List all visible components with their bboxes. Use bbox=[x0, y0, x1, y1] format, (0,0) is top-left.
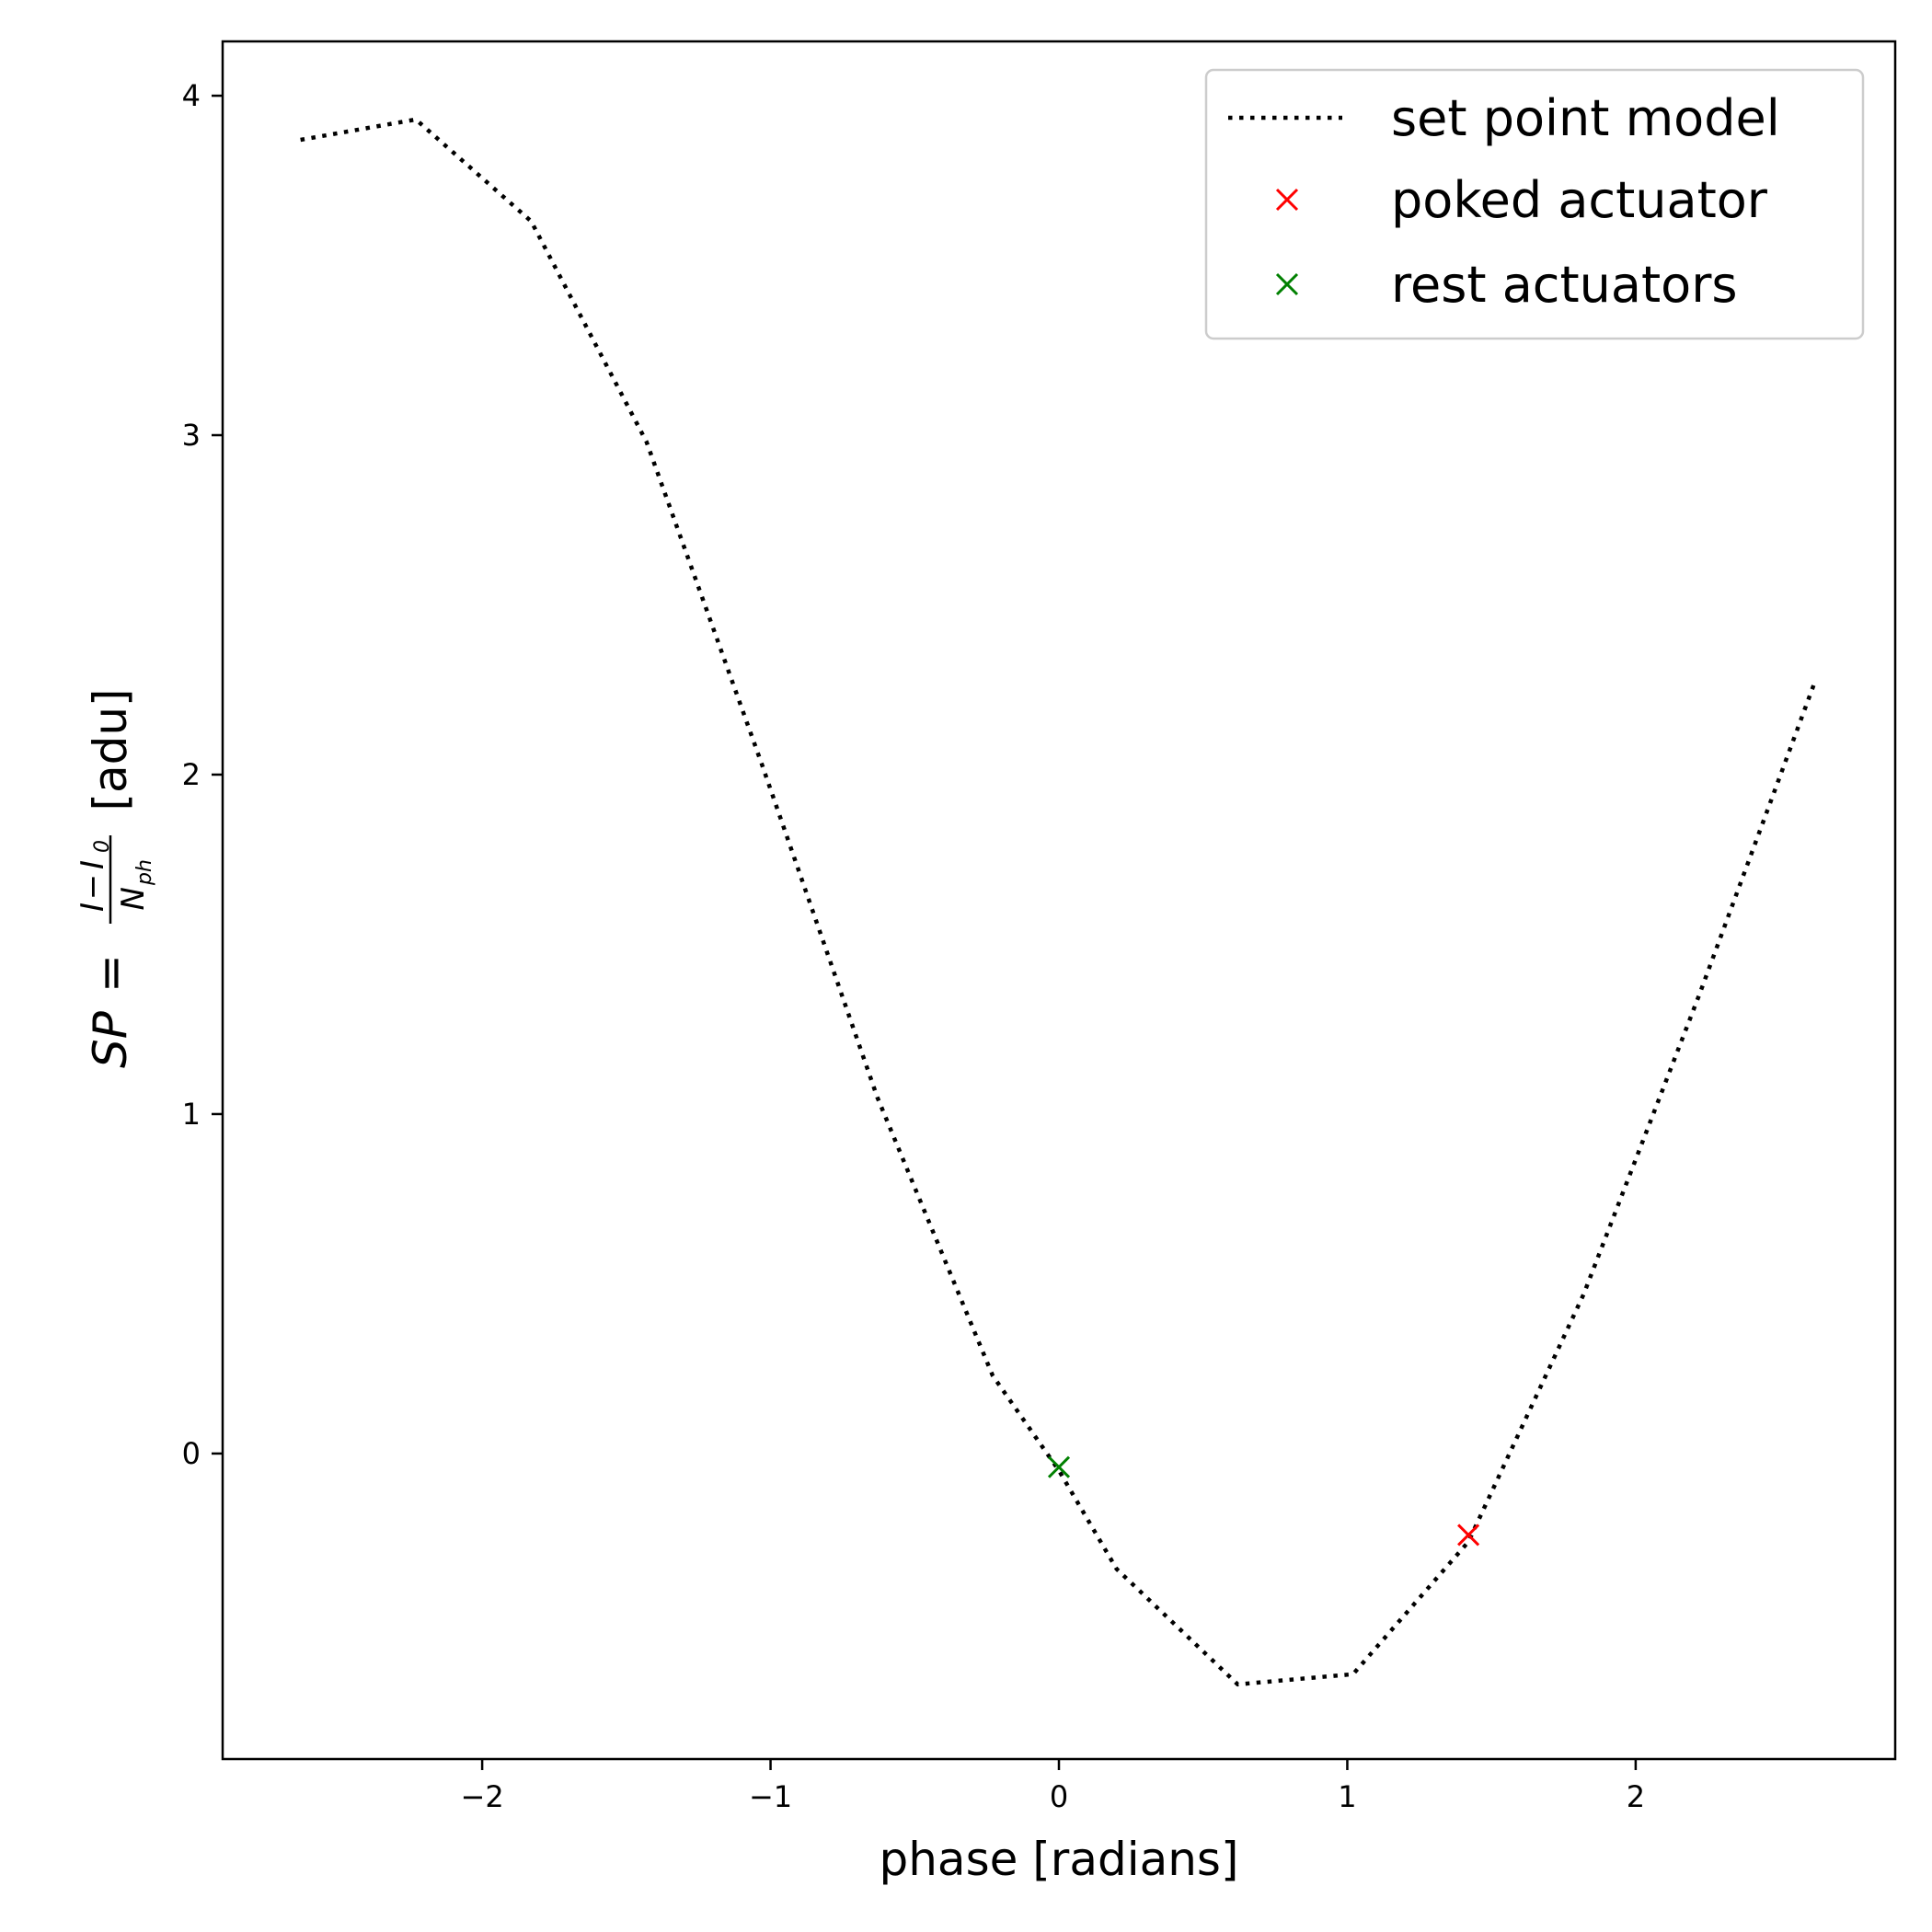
x-tick-label: −1 bbox=[749, 1779, 792, 1814]
legend-swatch-rest-actuators bbox=[1275, 272, 1299, 296]
svg-text:=: = bbox=[84, 954, 137, 993]
series-line-set-point-model bbox=[300, 117, 1817, 1687]
y-tick-label: 0 bbox=[182, 1436, 201, 1471]
x-tick-label: −2 bbox=[461, 1779, 504, 1814]
legend-label-rest-actuators: rest actuators bbox=[1391, 256, 1738, 314]
legend-label-set-point-model: set point model bbox=[1391, 89, 1780, 147]
svg-text:N: N bbox=[115, 887, 152, 910]
svg-text:[adu]: [adu] bbox=[84, 688, 137, 811]
x-axis-label: phase [radians] bbox=[880, 1833, 1239, 1886]
y-tick-label: 2 bbox=[182, 757, 201, 792]
x-tick-label: 0 bbox=[1050, 1779, 1068, 1814]
y-axis-label: SP = I − I 0 N ph [adu] bbox=[75, 688, 156, 1067]
y-tick-label: 4 bbox=[182, 78, 201, 113]
y-tick-label: 3 bbox=[182, 418, 201, 453]
y-axis-ticks: 0 1 2 3 4 bbox=[182, 78, 223, 1471]
svg-text:−: − bbox=[75, 874, 111, 901]
svg-text:0: 0 bbox=[91, 840, 114, 853]
legend-swatch-poked-actuator bbox=[1275, 188, 1299, 212]
legend-label-poked-actuator: poked actuator bbox=[1391, 171, 1768, 229]
data-point-poked-actuator bbox=[1457, 1524, 1480, 1547]
y-tick-label: 1 bbox=[182, 1097, 201, 1132]
x-tick-label: 2 bbox=[1627, 1779, 1645, 1814]
y-axis-label-fraction: I − I 0 N ph bbox=[75, 835, 156, 924]
series-layer bbox=[300, 117, 1817, 1687]
svg-text:I: I bbox=[75, 860, 111, 869]
x-axis-ticks: −2 −1 0 1 2 bbox=[461, 1759, 1645, 1814]
svg-text:ph: ph bbox=[133, 859, 156, 886]
x-tick-label: 1 bbox=[1338, 1779, 1356, 1814]
svg-text:I: I bbox=[75, 903, 111, 912]
legend-box bbox=[1204, 68, 1865, 340]
data-point-rest-actuators bbox=[1047, 1455, 1071, 1478]
legend: set point model poked actuator rest actu… bbox=[1204, 68, 1865, 340]
svg-text:SP: SP bbox=[84, 1010, 137, 1068]
